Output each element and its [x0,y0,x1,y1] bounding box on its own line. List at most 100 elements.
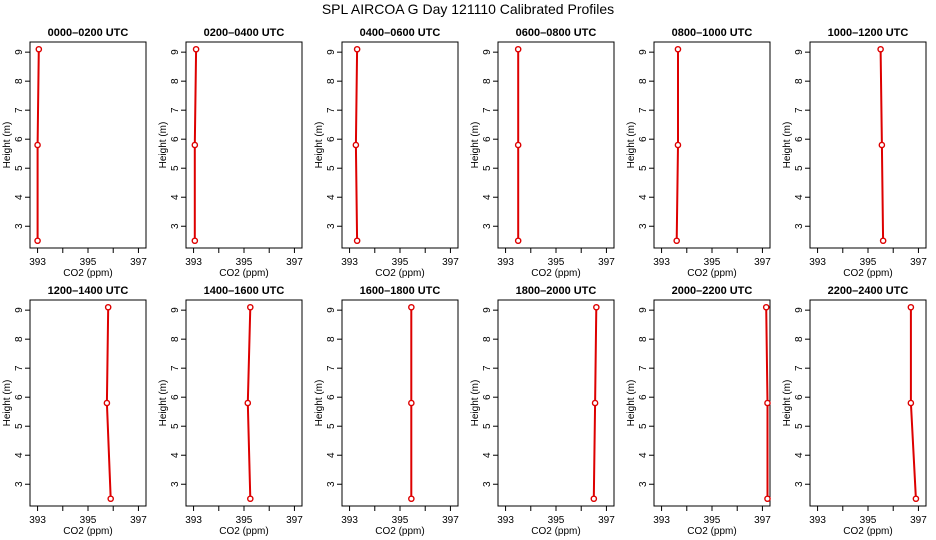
chart-panel-10: 1800–2000 UTC 393 395 397 3 4 5 6 7 8 9 CO2 (ppm) He… [470,285,615,537]
x-tick-label: 393 [185,515,202,526]
y-tick-label: 9 [170,307,181,313]
chart-panel-2: 0200–0400 UTC 393 395 397 3 4 5 6 7 8 9 CO2 (ppm) He… [158,27,303,279]
x-axis-label: CO2 (ppm) [843,526,892,537]
y-tick-label: 5 [170,423,181,429]
y-tick-label: 4 [170,194,181,200]
y-tick-label: 7 [14,107,25,113]
x-tick-label: 393 [809,257,826,268]
x-tick-label: 395 [236,257,253,268]
y-tick-label: 8 [326,336,337,342]
y-tick-label: 7 [638,365,649,371]
y-tick-label: 4 [482,452,493,458]
y-tick-label: 6 [482,394,493,400]
y-tick-label: 4 [170,452,181,458]
data-point [590,495,598,503]
x-axis-label: CO2 (ppm) [375,268,424,279]
data-point [877,45,884,53]
data-point [514,45,522,53]
y-axis-label: Height (m) [782,380,793,427]
x-tick-label: 395 [80,515,97,526]
y-tick-label: 5 [14,423,25,429]
x-tick-label: 395 [80,257,97,268]
x-axis-label: CO2 (ppm) [687,526,736,537]
y-tick-label: 4 [482,194,493,200]
panel-title: 2000–2200 UTC [672,285,753,297]
y-axis-label: Height (m) [782,122,793,169]
y-tick-label: 3 [638,481,649,487]
panel-title: 0000–0200 UTC [48,27,129,39]
y-tick-label: 8 [170,78,181,84]
y-tick-label: 5 [794,423,805,429]
data-point [353,237,361,245]
chart-panel-1: 0000–0200 UTC 393 395 397 3 4 5 6 7 8 9 CO2 (ppm) He… [2,27,147,279]
y-tick-label: 8 [14,336,25,342]
y-tick-label: 6 [794,136,805,142]
y-axis-label: Height (m) [2,380,13,427]
y-tick-label: 8 [482,336,493,342]
y-tick-label: 3 [638,223,649,229]
y-tick-label: 5 [482,423,493,429]
y-tick-label: 8 [638,336,649,342]
data-point [591,399,599,407]
y-axis-label: Height (m) [2,122,13,169]
x-tick-label: 395 [392,515,409,526]
x-axis-label: CO2 (ppm) [219,268,268,279]
y-tick-label: 7 [170,365,181,371]
x-axis-label: CO2 (ppm) [219,526,268,537]
data-point [764,399,771,407]
data-point [353,45,361,53]
data-point [34,237,41,245]
data-point [762,303,770,311]
y-tick-label: 8 [482,78,493,84]
data-point [35,45,43,53]
x-axis-label: CO2 (ppm) [375,526,424,537]
y-tick-label: 4 [326,194,337,200]
plot-frame [653,41,771,249]
y-tick-label: 9 [638,49,649,55]
panel-title: 0600–0800 UTC [516,27,597,39]
y-tick-label: 5 [794,165,805,171]
y-tick-label: 5 [638,165,649,171]
panel-title: 1200–1400 UTC [48,285,129,297]
data-point [104,303,112,311]
x-tick-label: 395 [860,515,877,526]
y-tick-label: 7 [794,365,805,371]
y-axis-label: Height (m) [626,122,637,169]
x-tick-label: 393 [809,515,826,526]
data-point [107,495,114,503]
x-axis-label: CO2 (ppm) [63,268,112,279]
data-point [878,141,886,149]
x-tick-label: 395 [704,515,721,526]
x-tick-label: 397 [286,515,303,526]
chart-panel-4: 0600–0800 UTC 393 395 397 3 4 5 6 7 8 9 CO2 (ppm) He… [470,27,615,279]
y-tick-label: 8 [170,336,181,342]
y-tick-label: 6 [14,394,25,400]
data-point [408,303,415,311]
y-tick-label: 9 [482,307,493,313]
x-tick-label: 397 [598,515,615,526]
y-tick-label: 4 [638,194,649,200]
x-tick-label: 395 [236,515,253,526]
x-tick-label: 393 [341,515,358,526]
y-tick-label: 7 [326,107,337,113]
y-tick-label: 5 [482,165,493,171]
y-tick-label: 3 [482,481,493,487]
y-tick-label: 4 [14,194,25,200]
y-tick-label: 9 [326,307,337,313]
y-tick-label: 3 [326,481,337,487]
data-point [907,399,915,407]
y-tick-label: 9 [14,307,25,313]
plot-frame [185,299,303,507]
data-point [514,141,522,149]
plot-frame [653,299,771,507]
y-tick-label: 6 [794,394,805,400]
y-tick-label: 7 [326,365,337,371]
plot-frame [341,299,459,507]
chart-panel-8: 1400–1600 UTC 393 395 397 3 4 5 6 7 8 9 CO2 (ppm) He… [158,285,303,537]
panel-title: 1400–1600 UTC [204,285,285,297]
x-tick-label: 393 [497,515,514,526]
data-point [674,45,682,53]
x-tick-label: 393 [653,515,670,526]
x-tick-label: 397 [598,257,615,268]
chart-panel-7: 1200–1400 UTC 393 395 397 3 4 5 6 7 8 9 CO2 (ppm) He… [2,285,147,537]
